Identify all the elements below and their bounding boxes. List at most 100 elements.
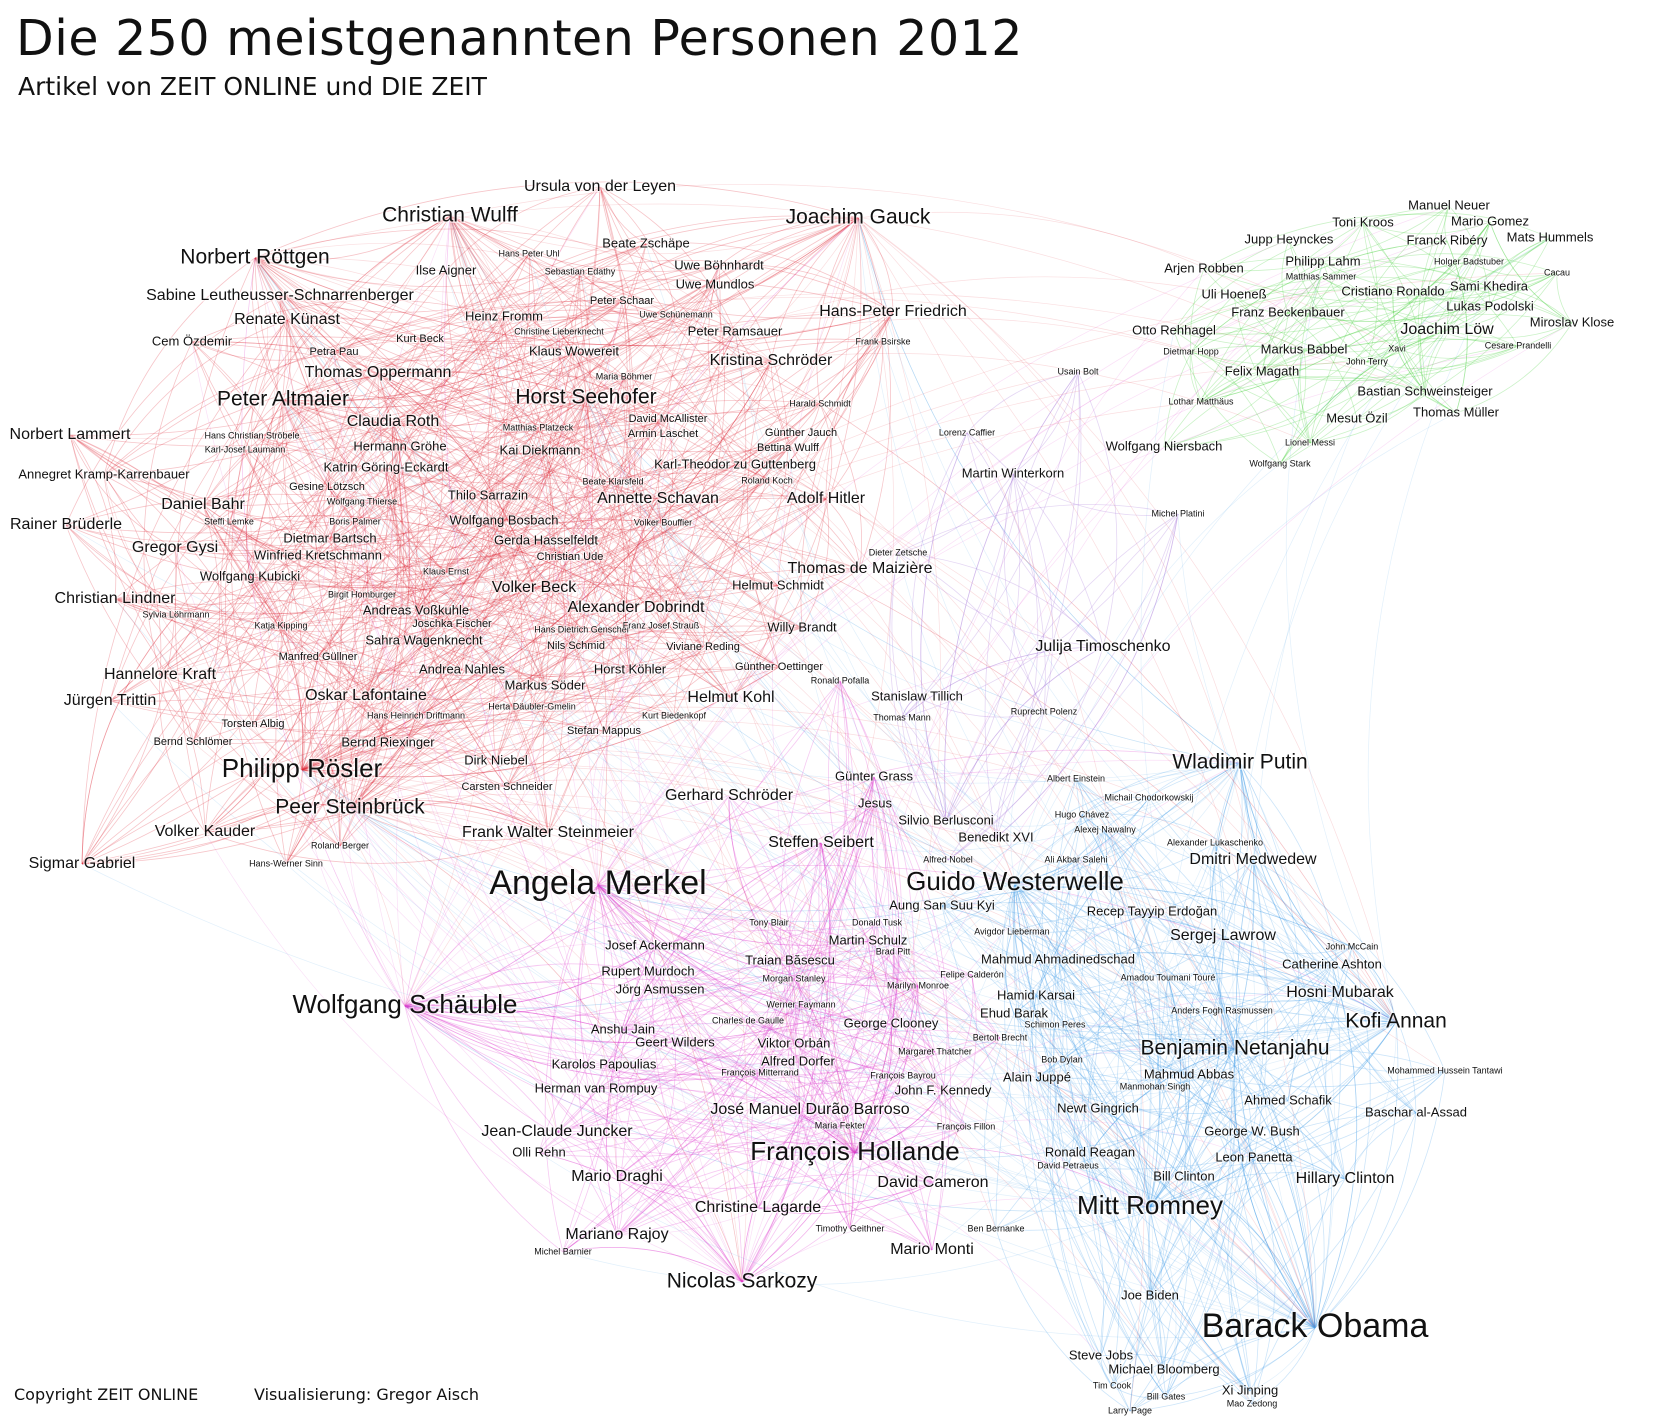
co-mention-edge	[1149, 842, 1224, 1208]
co-mention-edge	[159, 616, 453, 676]
person-label: Jean-Claude Juncker	[481, 1123, 633, 1140]
person-label: François Hollande	[750, 1136, 960, 1166]
co-mention-edge	[623, 376, 768, 482]
person-label: Boris Palmer	[329, 516, 381, 526]
co-mention-edge	[597, 884, 1151, 1297]
person-label: Otto Rehhagel	[1132, 322, 1216, 337]
co-mention-edge	[556, 1131, 933, 1251]
co-mention-edge	[816, 217, 859, 405]
co-mention-edge	[707, 265, 736, 466]
person-label: Alfred Dorfer	[761, 1053, 835, 1068]
co-mention-edge	[404, 646, 1104, 1007]
co-mention-edge	[599, 186, 647, 245]
co-mention-edge	[825, 341, 884, 500]
co-mention-edge	[1190, 351, 1311, 444]
co-mention-edge	[1227, 1131, 1253, 1392]
co-mention-edge	[1075, 778, 1316, 1329]
co-mention-edge	[1013, 882, 1063, 1061]
co-mention-edge	[361, 501, 549, 834]
co-mention-edge	[741, 842, 832, 1283]
person-label: Martin Schulz	[829, 932, 908, 947]
co-mention-edge	[531, 418, 669, 708]
co-mention-edge	[1089, 1152, 1167, 1398]
co-mention-edge	[202, 482, 328, 506]
co-mention-edge	[159, 669, 463, 701]
person-label: Mao Zedong	[1227, 1398, 1278, 1408]
co-mention-edge	[807, 842, 856, 1154]
co-mention-edge	[349, 807, 1151, 1208]
person-label: Manfred Güllner	[279, 651, 358, 663]
co-mention-edge	[81, 863, 1397, 1075]
co-mention-edge	[1556, 272, 1573, 324]
co-mention-edge	[404, 1005, 856, 1154]
co-mention-edge	[1235, 859, 1316, 1329]
co-mention-edge	[301, 607, 637, 771]
person-label: Karl-Theodor zu Guttenberg	[654, 456, 816, 471]
co-mention-edge	[349, 360, 772, 809]
co-mention-edge	[1035, 995, 1346, 1180]
person-label: Mohammed Hussein Tantawi	[1387, 1065, 1502, 1075]
co-mention-edge	[558, 331, 587, 399]
co-mention-edge	[1362, 222, 1426, 393]
co-mention-edge	[1041, 778, 1077, 1026]
co-mention-edge	[1163, 1157, 1255, 1371]
co-mention-edge	[1396, 345, 1519, 359]
co-mention-edge	[1163, 240, 1448, 448]
co-mention-edge	[1097, 1108, 1151, 1208]
person-label: Ronald Reagan	[1045, 1144, 1135, 1159]
co-mention-edge	[941, 905, 1223, 1012]
co-mention-edge	[333, 351, 447, 573]
co-mention-edge	[1011, 859, 1254, 933]
co-mention-edge	[730, 697, 1241, 783]
co-mention-edge	[301, 769, 1316, 1329]
co-mention-edge	[616, 1141, 856, 1178]
co-mention-edge	[449, 215, 772, 362]
co-mention-edge	[449, 215, 498, 671]
co-mention-edge	[349, 807, 811, 1111]
co-mention-edge	[254, 257, 489, 497]
co-mention-edge	[941, 905, 1190, 1076]
co-mention-edge	[254, 257, 625, 378]
co-mention-edge	[399, 243, 647, 448]
co-mention-edge	[280, 625, 497, 762]
co-mention-edge	[174, 467, 387, 549]
co-mention-edge	[301, 360, 772, 771]
co-mention-edge	[1366, 286, 1490, 363]
co-mention-edge	[585, 397, 1241, 764]
co-mention-edge	[616, 842, 822, 1236]
person-label: David Cameron	[877, 1174, 988, 1191]
co-mention-edge	[449, 215, 780, 668]
co-mention-edge	[1129, 1369, 1165, 1412]
co-mention-edge	[285, 217, 859, 865]
co-mention-edge	[1148, 1074, 1190, 1371]
co-mention-edge	[741, 1197, 1151, 1283]
co-mention-edge	[440, 215, 599, 886]
co-mention-edge	[1057, 952, 1397, 1023]
co-mention-edge	[901, 717, 947, 822]
co-mention-edge	[1448, 205, 1491, 308]
co-mention-edge	[415, 351, 575, 612]
co-mention-edge	[984, 1013, 1015, 1230]
co-mention-edge	[595, 940, 869, 1090]
co-mention-edge	[339, 845, 856, 1154]
co-mention-edge	[396, 186, 601, 1007]
co-mention-edge	[254, 203, 1305, 351]
co-mention-edge	[597, 884, 934, 1184]
co-mention-edge	[1233, 294, 1289, 314]
co-mention-edge	[1252, 859, 1397, 1023]
co-mention-edge	[792, 1004, 802, 1045]
person-label: Mariano Rajoy	[565, 1226, 668, 1243]
co-mention-edge	[228, 521, 497, 762]
co-mention-edge	[1233, 1048, 1316, 1329]
co-mention-edge	[1165, 1010, 1235, 1398]
co-mention-edge	[282, 399, 546, 687]
co-mention-edge	[616, 985, 919, 1178]
co-mention-edge	[349, 742, 389, 809]
co-mention-edge	[301, 272, 1558, 771]
co-mention-edge	[654, 945, 841, 1127]
co-mention-edge	[1149, 1295, 1166, 1371]
person-label: Klaus Ernst	[423, 566, 470, 576]
co-mention-edge	[174, 547, 463, 671]
co-mention-edge	[579, 271, 664, 524]
person-label: Manuel Neuer	[1408, 197, 1490, 212]
